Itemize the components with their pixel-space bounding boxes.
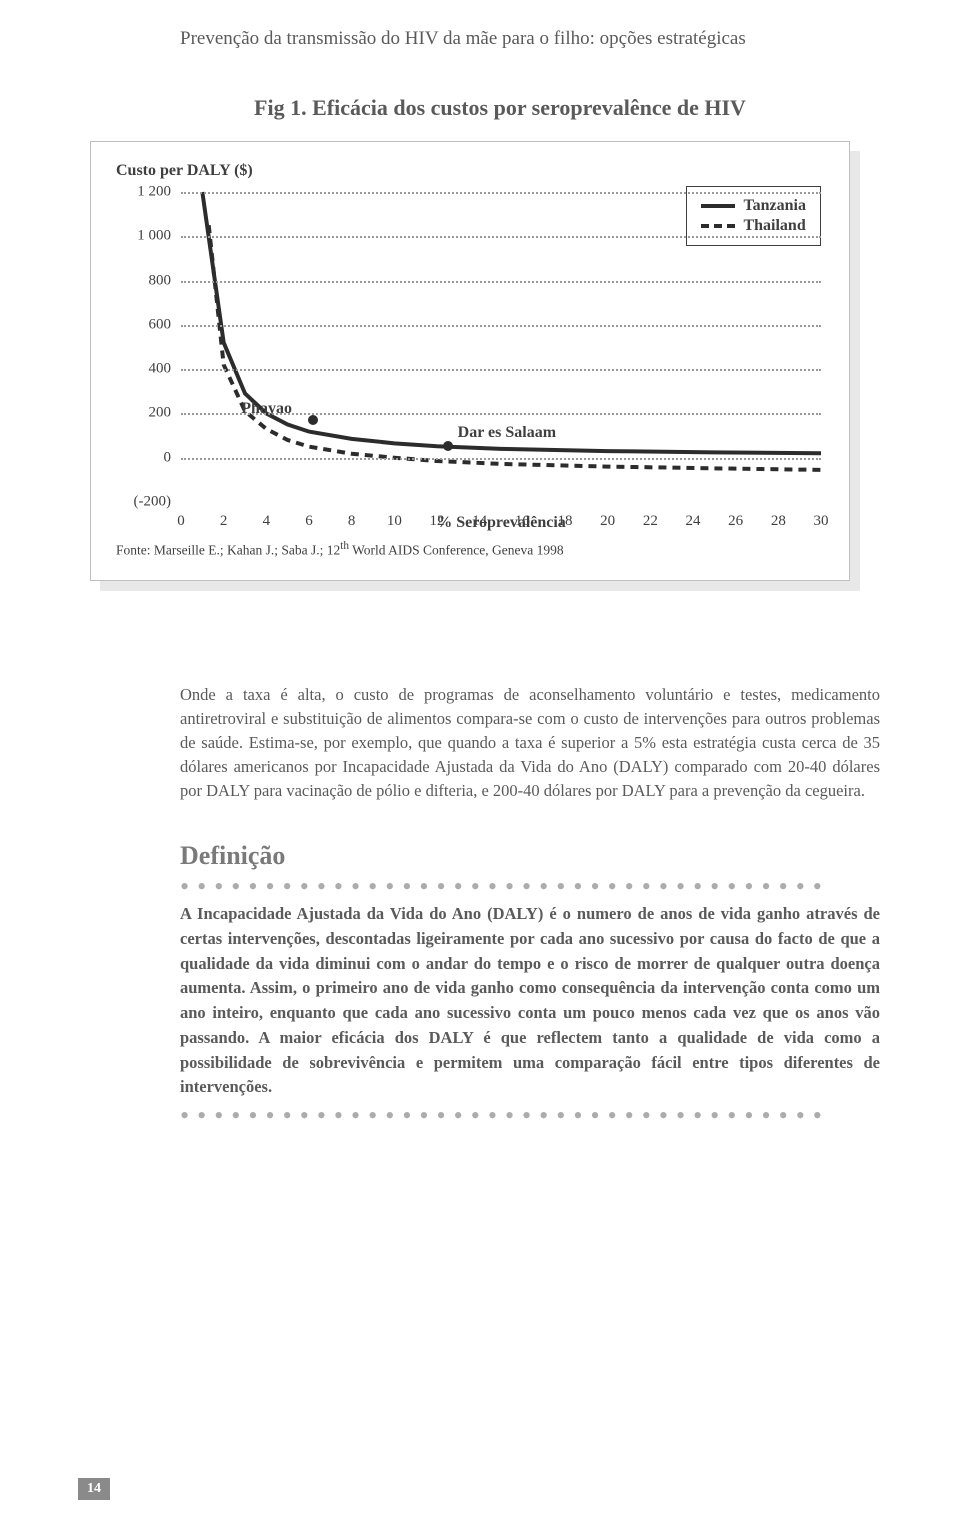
- gridline: [181, 281, 821, 283]
- legend-label: Thailand: [743, 217, 805, 235]
- body-paragraph: Onde a taxa é alta, o custo de programas…: [180, 683, 880, 803]
- section-title: Definição: [180, 841, 880, 871]
- ytick-label: 1 200: [121, 184, 171, 201]
- ytick-label: 0: [121, 449, 171, 466]
- dotted-rule: ••••••••••••••••••••••••••••••••••••••: [180, 1108, 880, 1124]
- ytick-label: (-200): [121, 494, 171, 511]
- chart-box: Custo per DALY ($) Tanzania Thailand (-2…: [90, 141, 850, 581]
- legend-item: Tanzania: [701, 197, 806, 215]
- ytick-label: 600: [121, 316, 171, 333]
- definition-paragraph: A Incapacidade Ajustada da Vida do Ano (…: [180, 902, 880, 1100]
- chart-source: Fonte: Marseille E.; Kahan J.; Saba J.; …: [116, 540, 564, 559]
- legend-swatch-solid: [701, 204, 735, 208]
- gridline: [181, 192, 821, 194]
- ytick-label: 200: [121, 405, 171, 422]
- marker-label: Dar es Salaam: [458, 424, 556, 442]
- data-marker: [443, 441, 453, 451]
- gridline: [181, 325, 821, 327]
- gridline: [181, 458, 821, 460]
- gridline: [181, 236, 821, 238]
- marker-label: Phayao: [241, 400, 292, 418]
- gridline: [181, 369, 821, 371]
- chart-container: Custo per DALY ($) Tanzania Thailand (-2…: [90, 141, 860, 591]
- page-number: 14: [78, 1478, 110, 1500]
- legend-item: Thailand: [701, 217, 806, 235]
- dotted-rule: ••••••••••••••••••••••••••••••••••••••: [180, 879, 880, 895]
- figure-caption: Fig 1. Eficácia dos custos por seropreva…: [120, 95, 880, 121]
- ytick-label: 400: [121, 361, 171, 378]
- chart-y-title: Custo per DALY ($): [116, 162, 824, 180]
- chart-plot-area: Tanzania Thailand (-200)02004006008001 0…: [181, 192, 821, 502]
- ytick-label: 1 000: [121, 228, 171, 245]
- legend-label: Tanzania: [743, 197, 806, 215]
- ytick-label: 800: [121, 272, 171, 289]
- data-marker: [308, 415, 318, 425]
- chart-x-title: % Seroprevalência: [181, 514, 821, 532]
- running-title: Prevenção da transmissão do HIV da mãe p…: [180, 28, 880, 50]
- legend-swatch-dashed: [701, 224, 735, 228]
